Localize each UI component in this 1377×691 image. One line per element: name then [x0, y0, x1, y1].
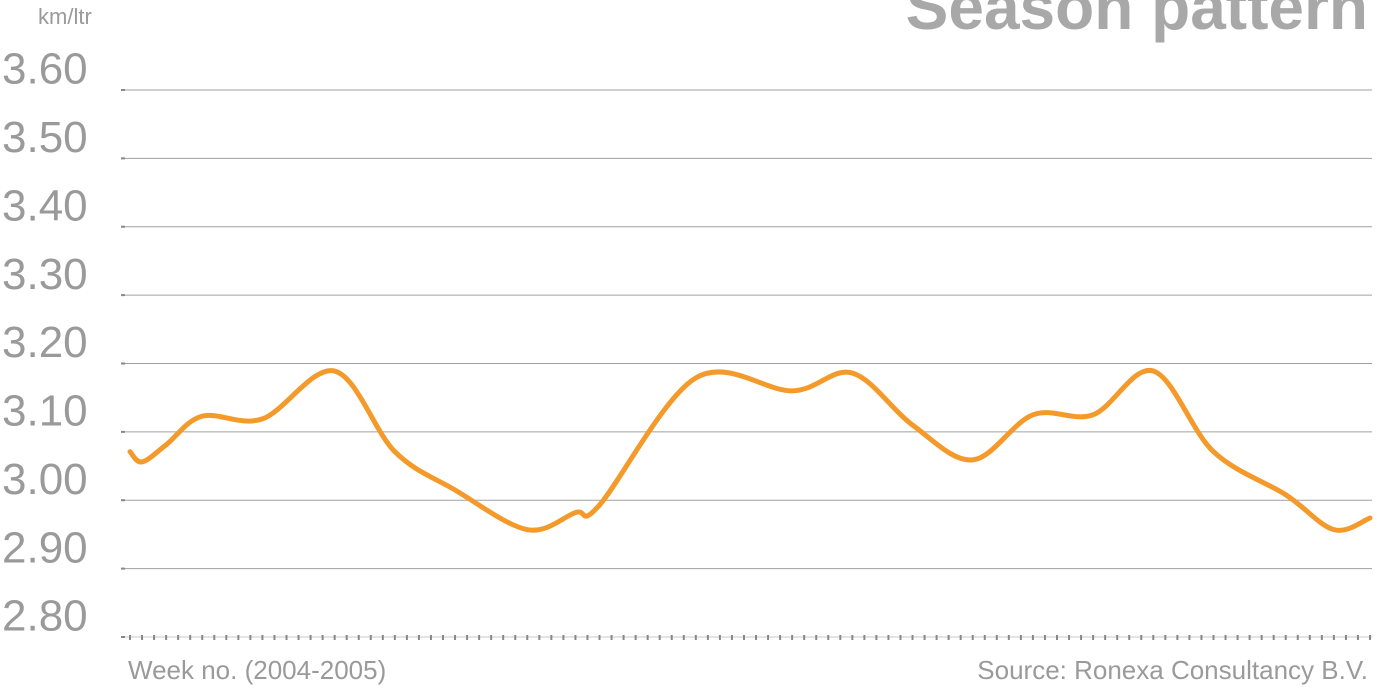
chart-title: Season pattern [906, 0, 1368, 43]
data-line [127, 368, 1373, 533]
y-tick-label: 3.00 [2, 455, 88, 504]
y-tick-label: 3.40 [2, 181, 88, 230]
x-axis-label: Week no. (2004-2005) [128, 655, 386, 685]
y-tick-label: 3.20 [2, 318, 88, 367]
y-tick-label: 2.90 [2, 523, 88, 572]
y-tick-label: 2.80 [2, 592, 88, 641]
y-tick-label: 3.30 [2, 250, 88, 299]
y-tick-label: 3.60 [2, 45, 88, 94]
y-tick-label: 3.50 [2, 113, 88, 162]
source-note: Source: Ronexa Consultancy B.V. [977, 655, 1368, 685]
y-tick-label: 3.10 [2, 387, 88, 436]
y-axis-label: km/ltr [38, 4, 92, 29]
